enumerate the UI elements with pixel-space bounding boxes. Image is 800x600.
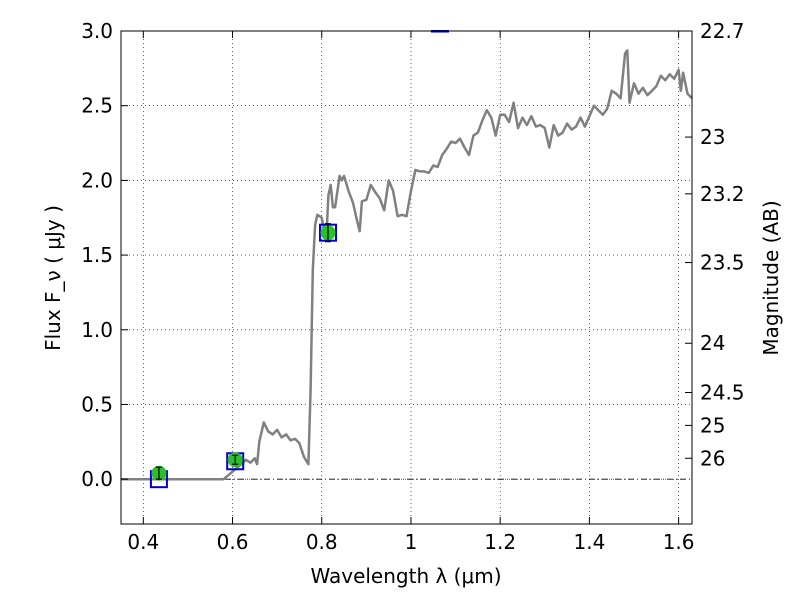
y-tick-label: 3.0 [81,19,113,43]
magnitude-tick-label: 23.5 [700,251,745,275]
y-tick-label: 0.5 [81,392,113,416]
plot-area [121,30,693,489]
model-photometry-markers [149,30,449,489]
right-axis-label: Magnitude (AB) [759,200,783,355]
y-tick-label: 1.5 [81,243,113,267]
x-tick-label: 0.8 [306,530,338,554]
magnitude-tick-label: 23.2 [700,182,745,206]
y-axis-ticks: 0.0 0.5 1.0 1.5 2.0 2.5 3.0 [81,19,128,491]
magnitude-tick-label: 24.5 [700,381,745,405]
x-tick-label: 0.6 [217,530,249,554]
x-axis-ticks: 0.4 0.6 0.8 1 1.2 1.4 1.6 [127,31,695,554]
magnitude-tick-label: 22.7 [700,19,745,43]
x-tick-label: 1.6 [663,530,695,554]
x-tick-label: 0.4 [127,530,159,554]
x-tick-label: 1.4 [573,530,605,554]
magnitude-axis-ticks: 22.7 23 23.2 23.5 24 24.5 25 26 [685,19,745,470]
y-tick-label: 1.0 [81,318,113,342]
y-axis-label: Flux F_ν ( μJy ) [41,205,65,351]
model-spectrum-line [121,49,693,481]
magnitude-tick-label: 23 [700,125,725,149]
y-tick-label: 2.5 [81,94,113,118]
magnitude-tick-label: 24 [700,331,725,355]
x-tick-label: 1 [405,530,418,554]
magnitude-tick-label: 26 [700,446,725,470]
grid-lines [121,30,692,524]
x-tick-label: 1.2 [484,530,516,554]
magnitude-tick-label: 25 [700,413,725,437]
plot-frame [120,30,693,525]
y-tick-label: 2.0 [81,168,113,192]
y-tick-label: 0.0 [81,467,113,491]
x-axis-label: Wavelength λ (μm) [310,564,501,588]
observed-photometry-markers [151,223,336,481]
